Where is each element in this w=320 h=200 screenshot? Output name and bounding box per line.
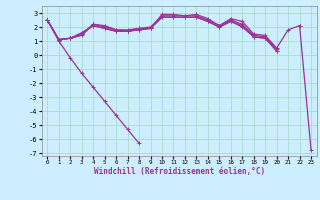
X-axis label: Windchill (Refroidissement éolien,°C): Windchill (Refroidissement éolien,°C) (94, 167, 265, 176)
